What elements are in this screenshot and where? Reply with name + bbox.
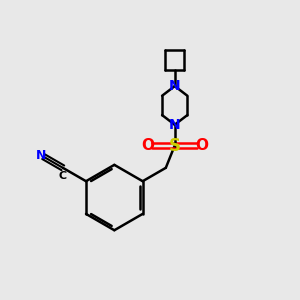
Text: N: N bbox=[169, 79, 181, 93]
Text: S: S bbox=[169, 136, 181, 154]
Text: O: O bbox=[195, 138, 208, 153]
Text: C: C bbox=[59, 171, 67, 181]
Text: N: N bbox=[35, 149, 46, 162]
Text: O: O bbox=[142, 138, 154, 153]
Text: N: N bbox=[169, 118, 181, 132]
